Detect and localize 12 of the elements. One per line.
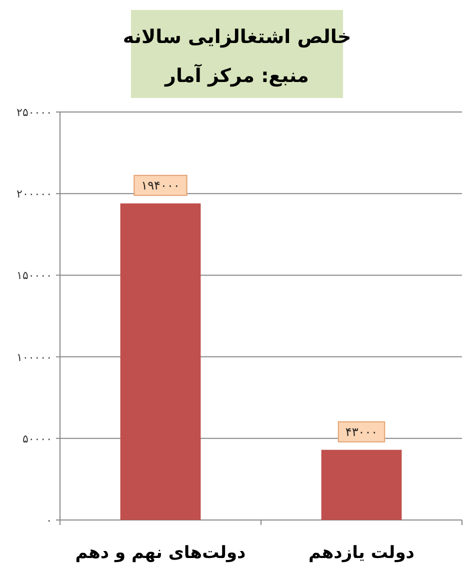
x-tick-label: دولت یازدهم — [308, 543, 415, 563]
chart-subtitle: منبع: مرکز آمار — [164, 63, 309, 87]
y-tick-label: ۱۵۰۰۰۰ — [16, 269, 52, 282]
y-tick-label: ۵۰۰۰۰ — [22, 432, 52, 446]
data-label: ۱۹۴۰۰۰ — [141, 178, 180, 192]
x-tick-label: دولت‌های نهم و دهم — [75, 543, 246, 563]
y-tick-label: ۲۵۰۰۰۰ — [16, 106, 52, 119]
y-tick-label: ۰ — [46, 514, 52, 527]
y-tick-label: ۱۰۰۰۰۰ — [16, 350, 52, 364]
y-tick-label: ۲۰۰۰۰۰ — [16, 188, 52, 201]
chart-title: خالص اشتغالزایی سالانه — [122, 26, 352, 48]
data-label: ۴۳۰۰۰ — [345, 424, 378, 439]
